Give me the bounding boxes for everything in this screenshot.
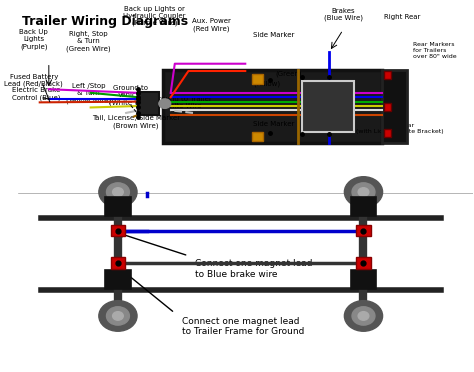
FancyBboxPatch shape [110,257,125,269]
Text: Rear Markers
for Trailers
over 80" wide: Rear Markers for Trailers over 80" wide [413,42,457,59]
Text: Connect one magnet lead
to Blue brake wire: Connect one magnet lead to Blue brake wi… [195,259,313,279]
Text: Left Rear
(with License Plate Bracket): Left Rear (with License Plate Bracket) [356,123,444,134]
Text: Trailer Wiring Diagrams: Trailer Wiring Diagrams [22,15,189,28]
Text: Electric Brake
Control (Blue): Electric Brake Control (Blue) [12,87,60,101]
Text: Right, Stop
& Turn
(Green Wire): Right, Stop & Turn (Green Wire) [66,31,111,52]
FancyBboxPatch shape [252,132,264,141]
FancyBboxPatch shape [105,198,131,216]
Circle shape [159,99,171,108]
FancyBboxPatch shape [302,81,355,132]
Text: (Yellow): (Yellow) [254,81,281,87]
Text: Ground to
Vehicle
(White Wire): Ground to Vehicle (White Wire) [109,85,153,106]
Circle shape [113,188,123,196]
Text: Right Rear: Right Rear [384,14,420,20]
Circle shape [358,312,369,320]
Circle shape [113,312,123,320]
Text: (Brown): (Brown) [313,84,320,112]
FancyBboxPatch shape [382,70,407,143]
FancyBboxPatch shape [138,92,159,115]
Text: Back up Lights or
Hydraulic Coupler
(Purple Wire): Back up Lights or Hydraulic Coupler (Pur… [123,6,185,26]
Circle shape [352,183,375,201]
Text: Side Marker: Side Marker [253,121,294,127]
FancyBboxPatch shape [351,270,376,289]
Circle shape [99,177,137,207]
Circle shape [99,301,137,331]
Circle shape [358,188,369,196]
Text: Ground to Trailer
White Wire: Ground to Trailer White Wire [153,96,212,109]
FancyBboxPatch shape [356,257,371,269]
FancyBboxPatch shape [105,270,131,289]
Text: Side Marker: Side Marker [253,32,294,38]
Circle shape [352,307,375,325]
FancyBboxPatch shape [384,71,391,79]
FancyBboxPatch shape [252,74,264,84]
Text: Aux. Power
(Red Wire): Aux. Power (Red Wire) [191,18,230,32]
FancyBboxPatch shape [351,198,376,216]
Text: (Green): (Green) [275,70,302,77]
Circle shape [107,183,129,201]
Circle shape [345,177,383,207]
Circle shape [107,307,129,325]
Text: Back Up
Lights
(Purple): Back Up Lights (Purple) [19,29,48,50]
Text: Left /Stop
& Turn
(Yellow Wire): Left /Stop & Turn (Yellow Wire) [66,83,111,104]
FancyBboxPatch shape [356,225,371,237]
FancyBboxPatch shape [110,225,125,237]
Text: Fused Battery
Lead (Red/Black): Fused Battery Lead (Red/Black) [4,74,63,87]
FancyBboxPatch shape [384,103,391,111]
FancyBboxPatch shape [164,70,382,143]
Text: Tail, License, Side Marker
(Brown Wire): Tail, License, Side Marker (Brown Wire) [92,115,180,129]
Text: Brakes
(Blue Wire): Brakes (Blue Wire) [324,8,363,22]
Text: Connect one magnet lead
to Trailer Frame for Ground: Connect one magnet lead to Trailer Frame… [182,317,304,336]
FancyBboxPatch shape [384,129,391,137]
Circle shape [345,301,383,331]
